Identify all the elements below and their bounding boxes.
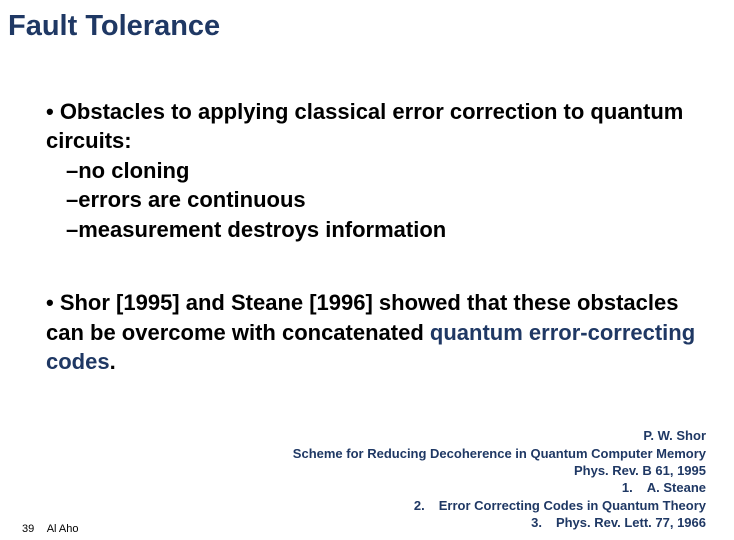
- ref1-title: Scheme for Reducing Decoherence in Quant…: [293, 445, 706, 463]
- bullet-1-sub-1: –no cloning: [46, 156, 704, 185]
- ref2-journal: Phys. Rev. Lett. 77, 1966: [556, 515, 706, 530]
- bullet-1-sub-3: –measurement destroys information: [46, 215, 704, 244]
- reference-1: P. W. Shor Scheme for Reducing Decoheren…: [293, 427, 706, 480]
- slide-footer: 39 Al Aho: [22, 523, 79, 535]
- ref2-line1: 1. A. Steane: [405, 479, 706, 497]
- bullet-2-lead: • Shor [1995] and Steane [1996] showed t…: [46, 288, 704, 376]
- slide-content: • Obstacles to applying classical error …: [0, 43, 734, 377]
- bullet-1-lead: • Obstacles to applying classical error …: [46, 97, 704, 156]
- ref2-line2: 2. Error Correcting Codes in Quantum Theo…: [405, 497, 706, 515]
- ref2-author: A. Steane: [647, 480, 706, 495]
- bullet-2: • Shor [1995] and Steane [1996] showed t…: [46, 288, 704, 376]
- page-number: 39: [22, 523, 34, 535]
- bullet-1: • Obstacles to applying classical error …: [46, 97, 704, 244]
- ref2-line3: 3. Phys. Rev. Lett. 77, 1966: [405, 514, 706, 532]
- ref2-title: Error Correcting Codes in Quantum Theory: [439, 498, 706, 513]
- reference-2: 1. A. Steane 2. Error Correcting Codes in …: [405, 479, 706, 532]
- slide: Fault Tolerance • Obstacles to applying …: [0, 0, 734, 540]
- footer-author: Al Aho: [47, 523, 79, 535]
- ref1-journal: Phys. Rev. B 61, 1995: [293, 462, 706, 480]
- ref2-num1: 1.: [613, 479, 633, 497]
- ref2-num3: 3.: [522, 514, 542, 532]
- bullet-2-post: .: [110, 349, 116, 374]
- ref1-author: P. W. Shor: [293, 427, 706, 445]
- ref2-num2: 2.: [405, 497, 425, 515]
- bullet-1-sub-2: –errors are continuous: [46, 185, 704, 214]
- slide-title: Fault Tolerance: [0, 0, 734, 43]
